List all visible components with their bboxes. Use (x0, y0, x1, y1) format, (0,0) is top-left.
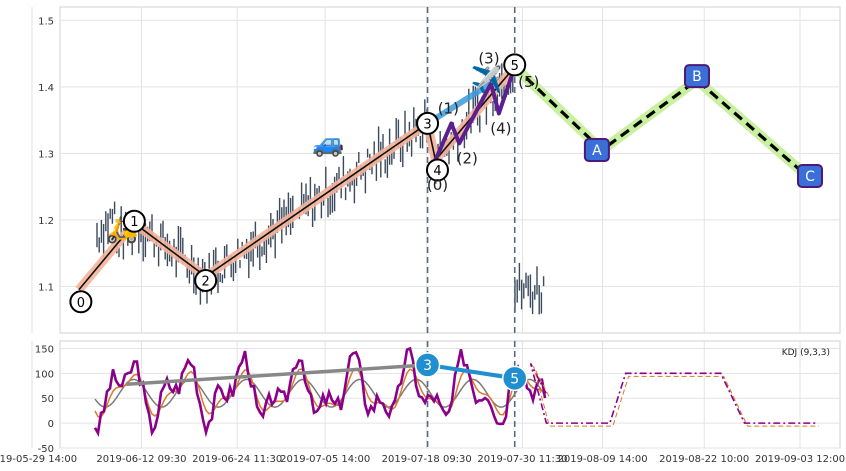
correction-point-label: B (692, 69, 702, 85)
x-tick-label: 2019-07-18 09:30 (382, 454, 472, 465)
sub-wave-label: (1) (438, 99, 459, 117)
correction-point-marker: B (683, 64, 710, 89)
y-tick-label: -50 (38, 444, 54, 455)
sub-wave-band (425, 80, 493, 126)
x-tick-label: 2019-06-24 11:30 (192, 454, 282, 465)
correction-wave-line (513, 65, 802, 172)
kdj-wave-marker: 5 (501, 365, 528, 392)
correction-point-box (583, 138, 610, 163)
kdj-forecast-j (529, 363, 816, 424)
wave-point-label: 5 (511, 59, 519, 74)
kdj-wave-circle (414, 352, 441, 378)
x-tick-label: 2019-08-09 14:00 (557, 454, 647, 465)
sub-wave-label: (5) (518, 73, 539, 91)
y-tick-label: 1.4 (38, 83, 54, 94)
y-tick-label: 1.3 (38, 149, 54, 160)
wave-point-marker: 5 (503, 53, 527, 77)
kdj-wave-label: 3 (423, 358, 432, 374)
kdj-wave-marker: 3 (414, 352, 441, 378)
sub-wave-label: (3) (478, 50, 499, 68)
x-tick-label: 2019-08-22 10:00 (659, 454, 749, 465)
x-tick-label: 2019-05-29 14:00 (0, 454, 77, 465)
correction-point-box (797, 164, 823, 188)
y-tick-label: 1.5 (38, 16, 54, 27)
plot-area (59, 340, 841, 449)
correction-point-box (683, 64, 710, 89)
wave-point-marker: 0 (69, 290, 93, 314)
kdj-forecast-k (533, 366, 819, 427)
kdj-wave-circle (501, 365, 528, 392)
x-tick-label: 2019-07-05 14:00 (280, 454, 370, 465)
wave-point-label: 2 (202, 274, 210, 289)
y-tick-label: 150 (35, 344, 54, 355)
correction-point-label: C (805, 169, 815, 185)
y-tick-label: 1.1 (38, 282, 54, 293)
car-icon: 🚙 (312, 128, 344, 158)
wave-point-marker: 2 (194, 268, 218, 292)
kdj-trend-line (126, 363, 428, 387)
x-tick-label: 2019-09-03 12:00 (755, 454, 845, 465)
wave-point-label: 4 (433, 164, 441, 179)
y-tick-label: 0 (48, 419, 54, 430)
kdj-wave-link (427, 362, 516, 381)
wave-point-circle (425, 158, 449, 182)
y-tick-label: 50 (41, 394, 54, 405)
correction-point-marker: A (583, 138, 610, 163)
wave-point-label: 1 (130, 215, 138, 230)
kdj-wave-label: 5 (510, 371, 519, 387)
wave-point-marker: 3 (416, 111, 440, 135)
wave-point-circle (194, 268, 218, 292)
kdj-j-line (93, 346, 547, 438)
wave-point-marker: 4 (425, 158, 449, 182)
y-tick-label: 1.2 (38, 216, 54, 227)
sub-wave-label: (4) (490, 119, 511, 137)
wave-point-circle (69, 290, 93, 314)
kdj-panel: -50 0 50 100 150 2019-05-29 14:00 2019-06-12 0… (0, 340, 845, 465)
wave-point-label: 0 (77, 296, 85, 311)
y-tick-label: 100 (35, 369, 54, 380)
wave-point-marker: 1 (122, 209, 146, 233)
correction-point-label: A (592, 143, 602, 159)
wave-point-circle (416, 111, 440, 135)
wave-point-circle (122, 209, 146, 233)
wave-point-label: 3 (423, 117, 431, 132)
plot-area (59, 6, 841, 334)
x-tick-label: 2019-06-12 09:30 (96, 454, 186, 465)
wave-point-circle (503, 53, 527, 77)
sub-wave-label: (0) (427, 176, 448, 194)
correction-point-marker: C (797, 164, 823, 188)
price-panel: 1.11.21.31.41.5🛵🚙✈️012345(0)(1)(2)(3)(4)… (31, 6, 841, 334)
sub-wave-label: (2) (457, 149, 478, 167)
x-tick-label: 2019-07-30 11:30 (477, 454, 567, 465)
airplane-icon: ✈️ (471, 63, 503, 95)
impulse-wave-line (78, 66, 516, 291)
indicator-label: KDJ (9,3,3) (782, 348, 830, 358)
sub-wave-line (433, 66, 517, 161)
